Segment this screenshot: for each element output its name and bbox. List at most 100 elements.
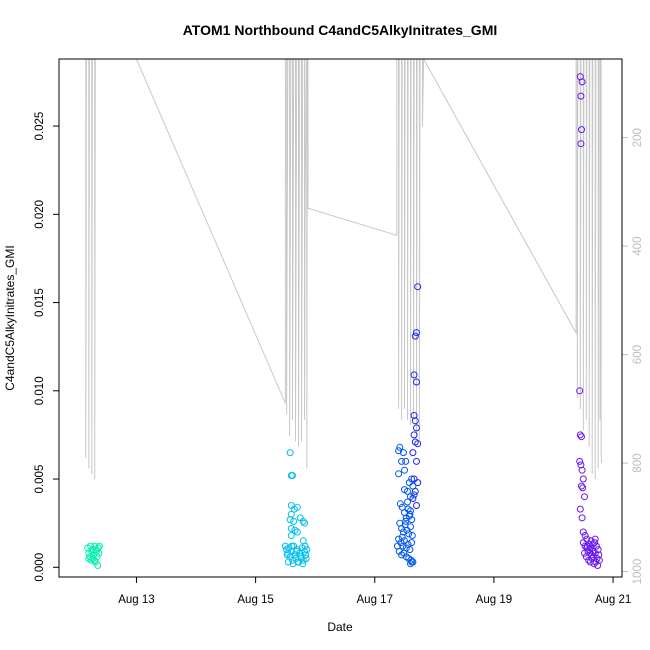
data-point [413,378,420,386]
data-point [301,519,308,527]
data-point [579,475,587,483]
y-tick-label: 0.025 [34,112,46,141]
y2-tick-label: 600 [632,345,644,364]
data-point [590,560,598,568]
data-point [403,526,411,534]
data-point [407,523,414,531]
data-point [413,457,420,465]
data-point [579,484,587,492]
data-point [408,475,416,483]
x-tick-label: Aug 21 [595,594,631,606]
y-axis-label: C4andC5AlkyInitrates_GMI [3,245,17,390]
data-point [581,532,589,539]
data-point [302,555,310,562]
data-point [393,542,401,550]
data-point [577,92,585,100]
data-point [281,542,289,550]
data-point [581,493,588,501]
data-point [89,555,97,562]
data-point [410,371,418,379]
data-point [411,332,419,340]
data-point [591,535,599,543]
data-point [408,558,416,566]
data-point [576,457,584,465]
data-point [302,551,310,559]
x-axis-label: Date [327,620,353,634]
right-axis-line-series [85,59,603,480]
data-point [283,551,291,559]
data-point [401,537,408,545]
data-point [287,525,295,532]
data-point [577,461,585,469]
data-point [287,532,295,539]
data-point [96,542,103,550]
data-point [87,542,95,550]
data-point [576,387,584,395]
scatter-points [84,73,603,569]
data-point [396,443,404,451]
y-tick-label: 0.000 [34,553,46,582]
data-point [402,457,410,465]
data-point [286,516,294,524]
data-point [292,555,300,562]
data-point [413,502,420,509]
data-point [410,491,418,499]
data-point [293,547,301,555]
y-tick-label: 0.015 [34,288,46,317]
data-point [405,530,413,538]
data-point [411,487,419,495]
data-point [406,546,414,554]
plot-frame [58,58,623,578]
data-point [587,537,595,545]
data-point [408,539,416,547]
data-point [288,542,296,550]
data-point [581,549,588,557]
data-point [290,517,298,525]
data-point [410,431,418,439]
data-point [293,528,301,536]
data-point [578,466,586,474]
data-point [299,560,307,568]
y2-tick-label: 1000 [632,559,644,585]
data-point [395,447,403,455]
axes: Aug 13 Aug 15 Aug 17 Aug 19 Aug 21 0.000 0.005… [34,112,644,606]
data-point [90,556,98,564]
x-tick-label: Aug 15 [237,594,273,606]
x-tick-label: Aug 19 [476,594,512,606]
data-point [576,505,584,513]
data-point [287,510,295,518]
y2-tick-label: 800 [632,454,644,473]
data-point [303,546,311,554]
altitude-line [85,59,603,480]
data-point [586,558,594,566]
data-point [402,517,410,525]
data-point [578,482,585,490]
data-point [396,500,404,508]
data-point [414,479,422,487]
data-point [404,498,411,506]
data-point [407,507,414,515]
data-point [400,549,408,557]
data-point [411,417,419,425]
y-tick-label: 0.010 [34,376,46,405]
x-tick-label: Aug 13 [118,594,154,606]
y-tick-label: 0.020 [34,200,46,229]
data-point [401,486,408,494]
chart-title: ATOM1 Northbound C4andC5AlkyInitrates_GM… [183,22,498,38]
data-point [293,503,301,511]
data-point [409,449,417,457]
data-point [284,558,292,566]
data-point [294,558,302,566]
data-point [395,470,403,478]
data-point [594,546,602,554]
data-point [286,449,294,457]
data-point [578,433,585,441]
data-point [301,547,308,555]
data-point [413,329,420,337]
data-point [579,528,587,536]
data-point [591,539,599,547]
data-point [578,514,586,522]
data-point [592,542,600,550]
data-point [407,560,414,568]
